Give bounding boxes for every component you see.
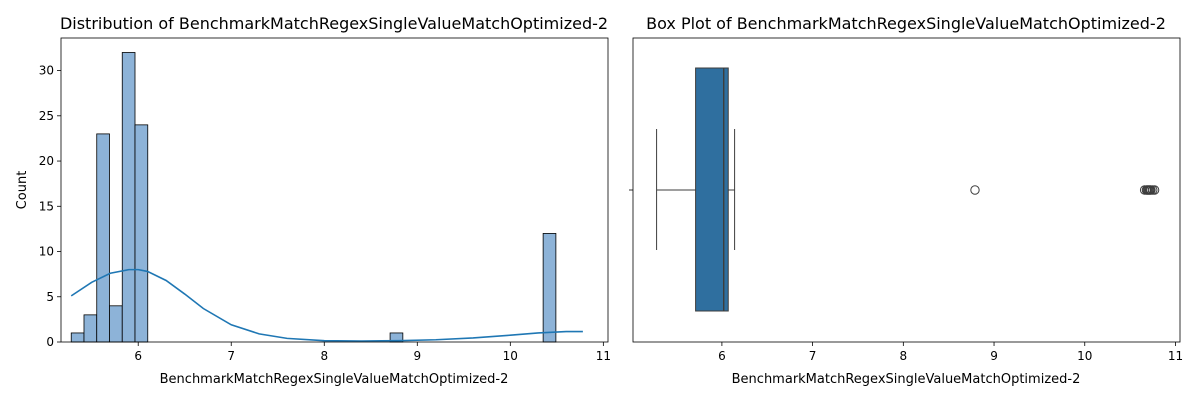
histogram-x-tick-label: 8 bbox=[320, 349, 328, 363]
histogram-bar bbox=[109, 305, 123, 343]
histogram-y-tick-label: 5 bbox=[46, 290, 54, 304]
boxplot-x-tick-label: 10 bbox=[1077, 349, 1092, 363]
histogram-y-tick-label: 10 bbox=[39, 245, 54, 259]
outlier-point bbox=[970, 185, 980, 195]
outlier-point bbox=[1149, 185, 1160, 195]
interquartile-box bbox=[695, 67, 729, 312]
histogram-panel: Distribution of BenchmarkMatchRegexSingl… bbox=[15, 14, 611, 387]
histogram-bar bbox=[542, 233, 557, 343]
histogram-bars bbox=[70, 52, 557, 343]
histogram-y-tick-label: 20 bbox=[39, 154, 54, 168]
histogram-title: Distribution of BenchmarkMatchRegexSingl… bbox=[60, 14, 608, 33]
histogram-x-tick-label: 6 bbox=[134, 349, 142, 363]
boxplot-x-tick-label: 7 bbox=[809, 349, 817, 363]
boxplot-x-tick-label: 11 bbox=[1168, 349, 1183, 363]
boxplot-x-ticks: 6 7 8 9 10 11 bbox=[718, 342, 1183, 363]
histogram-bar bbox=[96, 133, 110, 343]
histogram-x-tick-label: 11 bbox=[596, 349, 611, 363]
histogram-x-tick-label: 7 bbox=[227, 349, 235, 363]
histogram-bar bbox=[70, 332, 85, 343]
histogram-x-ticks: 6 7 8 9 10 11 bbox=[134, 342, 611, 363]
histogram-bar bbox=[134, 124, 149, 343]
histogram-plot-frame bbox=[60, 37, 609, 343]
boxplot-x-tick-label: 9 bbox=[990, 349, 998, 363]
kde-curve bbox=[70, 268, 583, 342]
boxplot-x-axis-label: BenchmarkMatchRegexSingleValueMatchOptim… bbox=[732, 372, 1081, 387]
histogram-x-tick-label: 10 bbox=[503, 349, 518, 363]
histogram-x-axis-label: BenchmarkMatchRegexSingleValueMatchOptim… bbox=[160, 372, 509, 387]
histogram-y-axis-label: Count bbox=[15, 171, 30, 210]
histogram-y-tick-label: 25 bbox=[39, 109, 54, 123]
histogram-bar bbox=[121, 52, 136, 343]
histogram-bar bbox=[83, 314, 98, 343]
histogram-y-tick-label: 30 bbox=[39, 64, 54, 78]
histogram-y-tick-label: 15 bbox=[39, 199, 54, 213]
boxplot-panel: Box Plot of BenchmarkMatchRegexSingleVal… bbox=[629, 14, 1183, 387]
histogram-x-tick-label: 9 bbox=[413, 349, 421, 363]
histogram-y-ticks: 0 5 10 15 20 25 30 bbox=[39, 64, 61, 349]
histogram-y-tick-label: 0 bbox=[46, 335, 54, 349]
boxplot-x-tick-label: 8 bbox=[900, 349, 908, 363]
boxplot-x-tick-label: 6 bbox=[718, 349, 726, 363]
boxplot-title: Box Plot of BenchmarkMatchRegexSingleVal… bbox=[646, 14, 1166, 33]
boxplot-marks bbox=[656, 67, 1160, 312]
